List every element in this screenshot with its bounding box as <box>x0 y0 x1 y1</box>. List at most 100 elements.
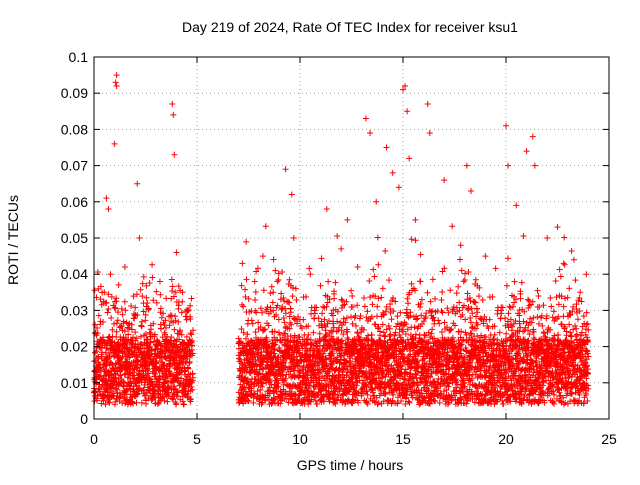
data-point <box>105 310 111 316</box>
data-point <box>412 324 418 330</box>
data-point <box>405 300 411 306</box>
data-point <box>332 280 338 286</box>
data-point <box>401 377 407 383</box>
data-points <box>91 72 591 407</box>
data-point <box>439 329 445 335</box>
data-point <box>462 316 468 322</box>
data-point <box>476 293 482 299</box>
data-point <box>116 282 122 288</box>
data-point <box>454 290 460 296</box>
data-point <box>138 323 144 329</box>
data-point <box>498 310 504 316</box>
data-point <box>274 278 280 284</box>
data-point <box>449 223 455 229</box>
data-point <box>541 302 547 308</box>
data-point <box>139 319 145 325</box>
data-point <box>505 255 511 261</box>
data-point <box>279 307 285 313</box>
data-point <box>319 310 325 316</box>
data-point <box>375 235 381 241</box>
data-point <box>435 317 441 323</box>
data-point <box>331 291 337 297</box>
data-point <box>300 317 306 323</box>
data-point <box>340 302 346 308</box>
data-point <box>404 296 410 302</box>
data-point <box>422 315 428 321</box>
data-point <box>350 304 356 310</box>
data-point <box>369 332 375 338</box>
data-point <box>175 319 181 325</box>
data-point <box>253 329 259 335</box>
data-point <box>382 385 388 391</box>
data-point <box>331 325 337 331</box>
data-point <box>170 283 176 289</box>
data-point <box>105 306 111 312</box>
data-point <box>386 277 392 283</box>
data-point <box>122 307 128 313</box>
data-point <box>312 310 318 316</box>
data-point <box>96 313 102 319</box>
data-point <box>253 289 259 295</box>
data-point <box>319 255 325 261</box>
data-point <box>512 279 518 285</box>
data-point <box>428 299 434 305</box>
data-point <box>187 303 193 309</box>
data-point <box>113 298 119 304</box>
data-point <box>387 326 393 332</box>
data-point <box>521 233 527 239</box>
data-point <box>440 310 446 316</box>
data-point <box>432 296 438 302</box>
data-point <box>344 335 350 341</box>
data-point <box>250 321 256 327</box>
data-point <box>325 279 331 285</box>
data-point <box>418 252 424 258</box>
data-point <box>276 316 282 322</box>
data-point <box>108 315 114 321</box>
data-point <box>252 308 258 314</box>
data-point <box>531 335 537 341</box>
data-point <box>239 283 245 289</box>
data-point <box>534 314 540 320</box>
data-point <box>154 300 160 306</box>
data-point <box>267 290 273 296</box>
data-point <box>377 332 383 338</box>
data-point <box>502 315 508 321</box>
data-point <box>419 297 425 303</box>
data-point <box>111 321 117 327</box>
data-point <box>134 400 140 406</box>
data-point <box>142 317 148 323</box>
data-point <box>473 277 479 283</box>
data-point <box>530 315 536 321</box>
data-point <box>381 329 387 335</box>
data-point <box>469 306 475 312</box>
data-point <box>293 297 299 303</box>
data-point <box>487 317 493 323</box>
data-point <box>272 268 278 274</box>
data-point <box>153 289 159 295</box>
data-point <box>147 280 153 286</box>
data-point <box>354 302 360 308</box>
data-point <box>367 294 373 300</box>
data-point <box>349 293 355 299</box>
data-point <box>164 399 170 405</box>
data-point <box>188 295 194 301</box>
data-point <box>491 340 497 346</box>
data-point <box>348 314 354 320</box>
data-point <box>173 401 179 407</box>
data-point <box>474 309 480 315</box>
data-point <box>115 317 121 323</box>
data-point <box>380 285 386 291</box>
data-point <box>169 288 175 294</box>
data-point <box>348 288 354 294</box>
data-point <box>504 283 510 289</box>
data-point <box>455 284 461 290</box>
data-point <box>536 304 542 310</box>
data-point <box>276 271 282 277</box>
data-point <box>339 305 345 311</box>
data-point <box>150 297 156 303</box>
data-point <box>407 400 413 406</box>
data-point <box>472 299 478 305</box>
data-point <box>462 271 468 277</box>
data-point <box>361 295 367 301</box>
